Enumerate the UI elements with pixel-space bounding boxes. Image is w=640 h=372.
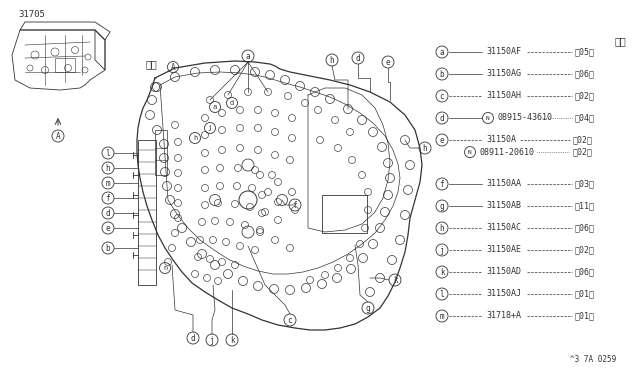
Text: N: N [468,150,472,155]
Text: m: m [440,312,444,321]
Text: k: k [393,276,397,285]
Text: 矢視: 矢視 [145,59,157,69]
Text: 31150AC: 31150AC [486,224,521,232]
Text: j: j [210,336,214,345]
Text: 31150AD: 31150AD [486,267,521,276]
Text: e: e [386,58,390,67]
Text: f: f [440,180,444,189]
Text: 々01〆: 々01〆 [575,311,595,321]
Text: a: a [440,48,444,57]
Text: 08915-43610: 08915-43610 [498,113,553,122]
Text: A: A [56,132,60,141]
Text: b: b [106,244,110,253]
Text: 31705: 31705 [18,10,45,19]
Text: g: g [440,202,444,211]
Bar [322,195,367,233]
Text: d: d [191,334,195,343]
Text: f: f [292,201,298,210]
Text: 々06〆: 々06〆 [575,70,595,78]
Text: h: h [422,144,428,153]
Text: g: g [365,304,371,313]
Text: a: a [213,104,217,110]
Text: 31150AJ: 31150AJ [486,289,521,298]
Text: d: d [356,54,360,63]
Text: l: l [106,149,110,158]
Text: e: e [440,136,444,145]
Text: 31150AF: 31150AF [486,48,521,57]
Text: 々05〆: 々05〆 [575,48,595,57]
Text: ^3 7A 0259: ^3 7A 0259 [570,355,616,364]
Text: 々11〆: 々11〆 [575,202,595,211]
Text: c: c [288,316,292,325]
Text: b: b [440,70,444,79]
Text: 々02〆: 々02〆 [575,92,595,100]
Text: 々02〆: 々02〆 [575,246,595,254]
Text: c: c [440,92,444,101]
Text: 31150AB: 31150AB [486,202,521,211]
Text: 31150AE: 31150AE [486,246,521,254]
Text: k: k [230,336,234,345]
Text: 々04〆: 々04〆 [575,113,595,122]
Text: 々03〆: 々03〆 [575,180,595,189]
Text: 数量: 数量 [614,36,626,46]
Text: 々02〆: 々02〆 [573,135,593,144]
Text: 々01〆: 々01〆 [575,289,595,298]
Text: h: h [106,164,110,173]
Text: 々06〆: 々06〆 [575,224,595,232]
Text: h: h [193,135,197,141]
Text: n: n [163,265,167,271]
Text: A: A [171,63,175,72]
Text: 31150AH: 31150AH [486,92,521,100]
Text: m: m [106,179,110,188]
Text: k: k [440,268,444,277]
Text: 31718+A: 31718+A [486,311,521,321]
Text: 31150AG: 31150AG [486,70,521,78]
Text: 31150AA: 31150AA [486,180,521,189]
Text: h: h [440,224,444,233]
Text: l: l [440,290,444,299]
Text: d: d [230,100,234,106]
Text: 31150A: 31150A [486,135,516,144]
Text: d: d [440,114,444,123]
Bar [155,130,167,175]
Text: 08911-20610: 08911-20610 [480,148,535,157]
Text: f: f [106,194,110,203]
Bar [55,58,75,72]
Text: 々02〆: 々02〆 [573,148,593,157]
Text: j: j [440,246,444,255]
Text: d: d [106,209,110,218]
Bar [138,140,156,285]
Text: j: j [208,125,212,131]
Text: N: N [486,116,490,121]
Text: 々06〆: 々06〆 [575,267,595,276]
Text: a: a [246,52,250,61]
Text: e: e [106,224,110,233]
Text: h: h [330,56,334,65]
